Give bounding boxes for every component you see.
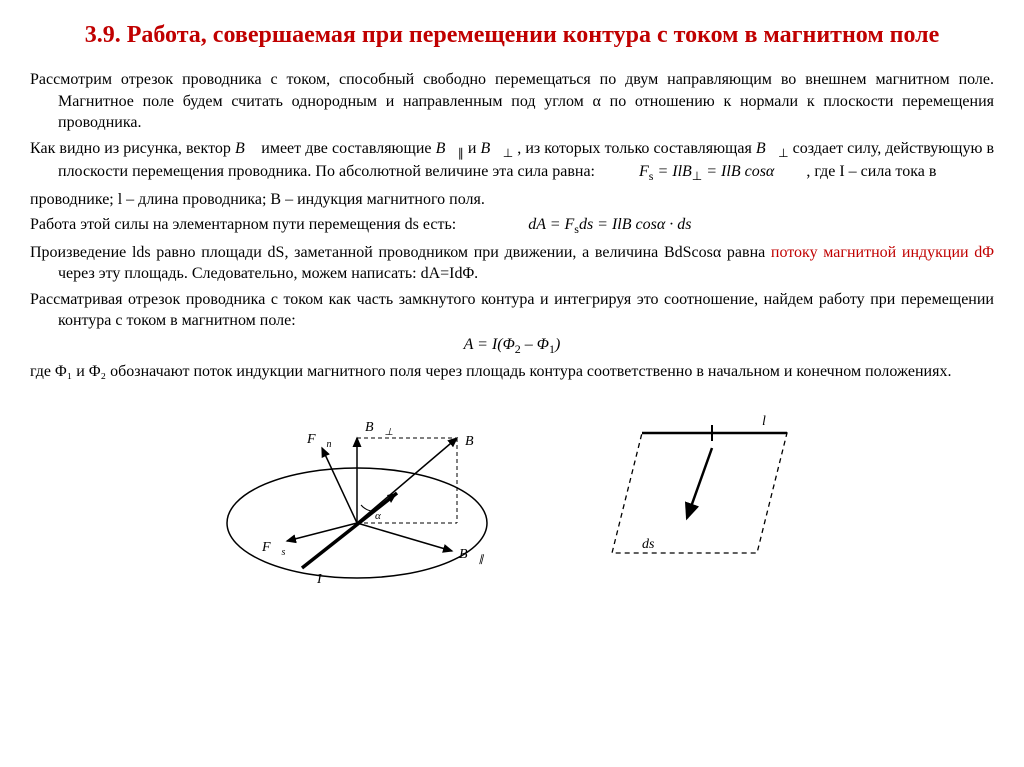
p2f: , где I – сила тока в [806,163,936,180]
figure-ellipse: F⃗n B⃗⊥ B⃗ F⃗s B⃗∥ I α [207,403,527,603]
paragraph-6: Рассматривая отрезок проводника с током … [30,289,994,332]
p4-text: Работа этой силы на элементарном пути пе… [30,216,456,233]
paragraph-4: Работа этой силы на элементарном пути пе… [30,214,994,237]
paragraph-7: где Φ₁ и Φ₂ обозначают поток индукции ма… [30,361,994,383]
paragraph-1: Рассмотрим отрезок проводника с током, с… [30,69,994,134]
p5b-red: потоку магнитной индукции dΦ [771,244,994,261]
page-title: 3.9. Работа, совершаемая при перемещении… [30,20,994,51]
paragraph-2: Как видно из рисунка, вектор B⃗ имеет дв… [30,138,994,185]
equation-3: A = I(Φ2 – Φ1) [30,336,994,357]
svg-text:ds: ds [642,537,655,552]
paragraph-5: Произведение lds равно площади dS, замет… [30,242,994,285]
svg-text:l: l [762,414,766,429]
p2a: Как видно из рисунка, вектор [30,140,235,157]
paragraph-3: проводнике; l – длина проводника; B – ин… [30,189,994,211]
p2b: имеет две составляющие [261,140,435,157]
equation-1: Fs = IlB⊥ = IlB cosα [639,163,774,180]
svg-text:B⃗: B⃗ [465,434,484,449]
svg-text:α: α [375,510,381,522]
svg-text:I: I [316,572,323,587]
svg-text:F⃗n: F⃗n [306,432,331,450]
vec-B: B⃗ [235,140,257,157]
p5a: Произведение lds равно площади dS, замет… [30,244,771,261]
vec-B-perp: B⃗⊥ [481,140,514,157]
p5c: через эту площадь. Следовательно, можем … [58,265,478,282]
vec-B-par: B⃗∥ [436,140,464,157]
figures-row: F⃗n B⃗⊥ B⃗ F⃗s B⃗∥ I α l ds [30,403,994,603]
equation-2: dA = Fsds = IlB cosα · ds [528,216,691,233]
svg-text:B⃗∥: B⃗∥ [459,547,484,565]
p2c: и [468,140,481,157]
svg-text:F⃗s: F⃗s [261,540,285,558]
figure-parallelogram: l ds [587,403,817,583]
svg-text:B⃗⊥: B⃗⊥ [365,420,393,438]
vec-B-perp-2: B⃗⊥ [756,140,789,157]
p2d: , из которых только составляющая [517,140,756,157]
